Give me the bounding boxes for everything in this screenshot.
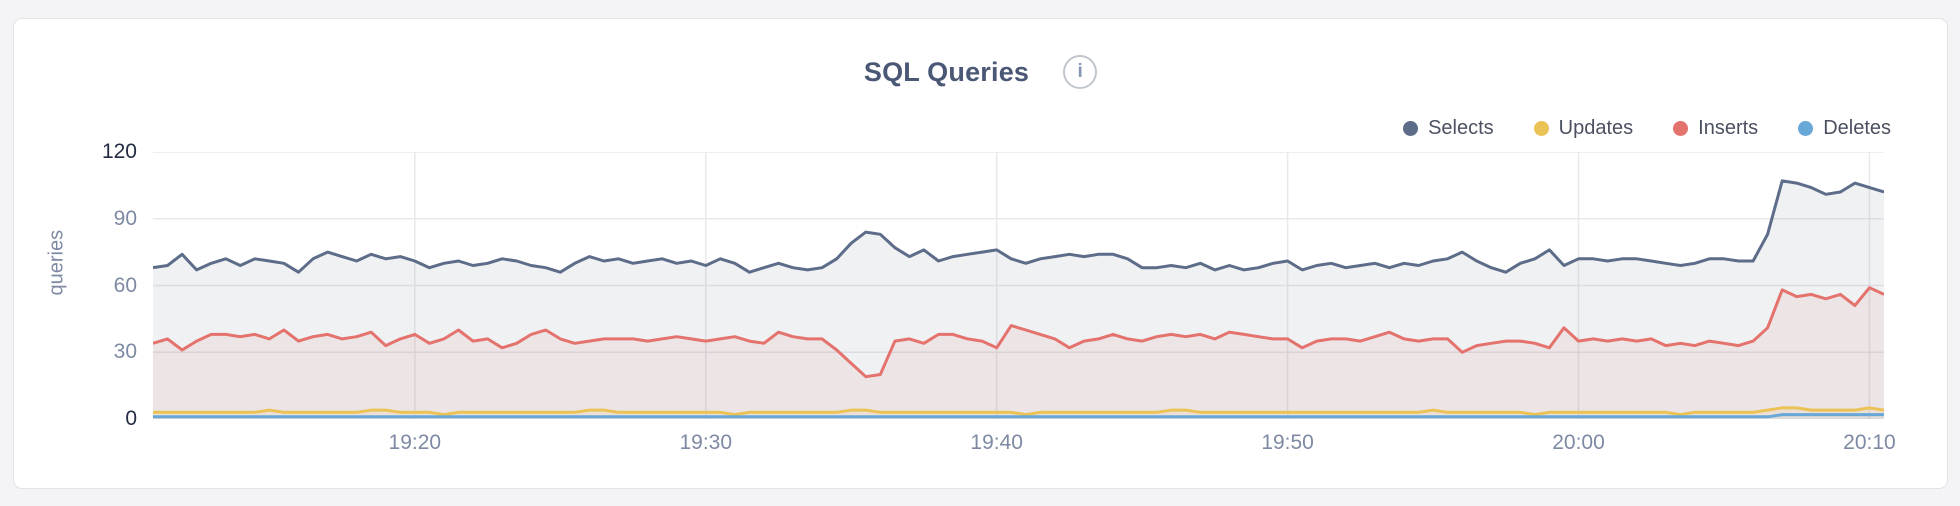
y-tick-label: 60	[113, 273, 137, 297]
legend-dot-deletes	[1798, 121, 1814, 136]
sql-queries-card: SQL Queries i Selects Updates Inserts Delet…	[13, 18, 1948, 489]
plot-area[interactable]	[153, 152, 1884, 419]
series-line-selects	[153, 179, 1884, 274]
x-tick-label: 19:20	[388, 431, 442, 454]
y-tick-label: 120	[101, 140, 137, 163]
y-tick-label: 0	[125, 407, 137, 430]
y-tick-label: 30	[113, 340, 137, 364]
series-area-inserts	[153, 287, 1884, 419]
x-tick-label: 19:40	[970, 431, 1023, 454]
legend-item-selects[interactable]: Selects	[1403, 117, 1494, 140]
chart-title: SQL Queries	[863, 56, 1030, 87]
legend-label: Deletes	[1823, 117, 1891, 139]
legend-item-updates[interactable]: Updates	[1533, 117, 1634, 140]
legend: Selects Updates Inserts Deletes	[1403, 117, 1891, 140]
legend-label: Selects	[1428, 117, 1494, 139]
x-tick-label: 20:10	[1843, 431, 1896, 454]
series-area-selects	[153, 180, 1884, 419]
series-line-deletes	[153, 413, 1884, 419]
y-tick-label: 90	[113, 206, 137, 230]
series-line-updates	[153, 406, 1884, 417]
info-icon-glyph: i	[1077, 61, 1083, 82]
x-tick-label: 19:30	[679, 431, 733, 454]
series-line-inserts	[153, 286, 1884, 379]
legend-dot-selects	[1403, 121, 1419, 136]
legend-label: Inserts	[1698, 117, 1759, 139]
info-icon[interactable]: i	[1063, 55, 1098, 89]
chart-header: SQL Queries i	[14, 55, 1947, 89]
legend-label: Updates	[1558, 117, 1634, 139]
legend-dot-inserts	[1673, 121, 1689, 136]
x-tick-label: 19:50	[1261, 431, 1314, 454]
legend-item-deletes[interactable]: Deletes	[1798, 117, 1891, 140]
x-tick-label: 20:00	[1552, 431, 1605, 454]
legend-dot-updates	[1533, 121, 1549, 136]
legend-item-inserts[interactable]: Inserts	[1673, 117, 1758, 140]
plot-svg	[153, 152, 1884, 419]
